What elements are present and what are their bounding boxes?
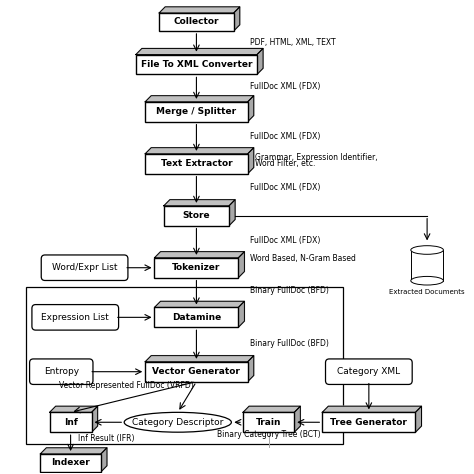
Polygon shape [248,356,254,382]
Text: FullDoc XML (FDX): FullDoc XML (FDX) [250,82,320,91]
Polygon shape [234,7,240,31]
Polygon shape [145,96,254,102]
Text: Tokenizer: Tokenizer [172,263,220,272]
Text: Vector Represented FullDoc (VRFD): Vector Represented FullDoc (VRFD) [59,381,194,390]
Text: Tree Generator: Tree Generator [330,418,407,427]
Polygon shape [155,252,245,258]
Text: Grammar, Expression Identifier,: Grammar, Expression Identifier, [255,153,377,162]
Text: Category Descriptor: Category Descriptor [132,418,223,427]
Text: Text Extractor: Text Extractor [161,159,232,168]
FancyBboxPatch shape [40,454,101,472]
Polygon shape [248,96,254,122]
Polygon shape [243,406,301,412]
Text: Binary Category Tree (BCT): Binary Category Tree (BCT) [217,430,320,439]
FancyBboxPatch shape [243,412,294,432]
FancyBboxPatch shape [145,154,248,173]
FancyBboxPatch shape [155,308,238,327]
Polygon shape [145,148,254,154]
Text: PDF, HTML, XML, TEXT: PDF, HTML, XML, TEXT [250,38,336,47]
FancyBboxPatch shape [326,359,412,384]
Text: Binary FullDoc (BFD): Binary FullDoc (BFD) [250,286,329,295]
FancyBboxPatch shape [322,412,415,432]
Text: Word Filter, etc.: Word Filter, etc. [255,159,315,168]
FancyBboxPatch shape [145,362,248,382]
Polygon shape [155,301,245,308]
Text: Expression List: Expression List [41,313,109,322]
Ellipse shape [411,276,443,285]
Text: Vector Generator: Vector Generator [153,367,240,376]
Text: Store: Store [182,211,210,220]
FancyBboxPatch shape [29,359,93,384]
Text: Inf Result (IFR): Inf Result (IFR) [78,434,134,443]
Polygon shape [257,48,263,74]
Text: File To XML Converter: File To XML Converter [141,60,252,69]
Polygon shape [164,200,235,206]
Text: FullDoc XML (FDX): FullDoc XML (FDX) [250,236,320,245]
Polygon shape [248,148,254,173]
Text: Category XML: Category XML [337,367,401,376]
Ellipse shape [124,412,231,432]
Text: Datamine: Datamine [172,313,221,322]
Ellipse shape [411,246,443,254]
Bar [411,250,443,281]
Polygon shape [50,406,98,412]
FancyBboxPatch shape [136,55,257,74]
Text: Inf: Inf [64,418,78,427]
FancyBboxPatch shape [50,412,91,432]
Polygon shape [294,406,301,432]
Text: Entropy: Entropy [44,367,79,376]
Text: Word Based, N-Gram Based: Word Based, N-Gram Based [250,254,356,263]
Bar [27,287,343,444]
FancyBboxPatch shape [164,206,229,226]
Polygon shape [101,448,107,472]
Polygon shape [40,448,107,454]
Polygon shape [136,48,263,55]
Polygon shape [238,301,245,327]
Text: FullDoc XML (FDX): FullDoc XML (FDX) [250,183,320,192]
Polygon shape [145,356,254,362]
Polygon shape [415,406,421,432]
FancyBboxPatch shape [155,258,238,278]
FancyBboxPatch shape [32,305,118,330]
Polygon shape [238,252,245,278]
FancyBboxPatch shape [145,102,248,122]
Text: FullDoc XML (FDX): FullDoc XML (FDX) [250,132,320,141]
Text: Collector: Collector [173,18,219,27]
FancyBboxPatch shape [41,255,128,281]
Text: Indexer: Indexer [51,458,90,467]
Polygon shape [322,406,421,412]
Text: Merge / Splitter: Merge / Splitter [156,107,237,116]
Text: Train: Train [256,418,282,427]
Polygon shape [159,7,240,13]
FancyBboxPatch shape [159,13,234,31]
Text: Extracted Documents: Extracted Documents [389,289,465,295]
Polygon shape [91,406,98,432]
Polygon shape [229,200,235,226]
Text: Word/Expr List: Word/Expr List [52,263,118,272]
Text: Binary FullDoc (BFD): Binary FullDoc (BFD) [250,339,329,348]
